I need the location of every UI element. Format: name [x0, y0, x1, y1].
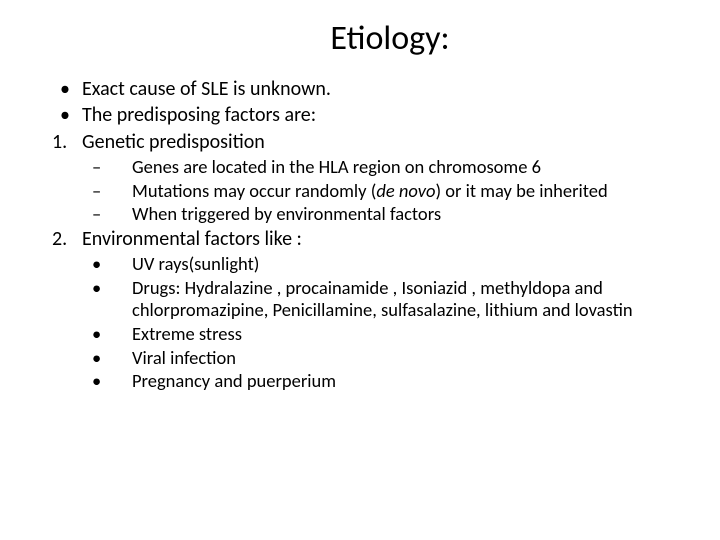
numbered-item: 1. Genetic predisposition: [30, 130, 690, 154]
text-frag: Mutations may occur randomly (: [132, 179, 376, 202]
bullet-text: Exact cause of SLE is unknown.: [82, 77, 331, 101]
sub-bullet-text: Mutations may occur randomly (de novo) o…: [132, 179, 608, 202]
sub-bullet-text: UV rays(sunlight): [132, 252, 259, 275]
dash-icon: –: [92, 156, 101, 179]
sub-bullet-item: • Extreme stress: [30, 323, 690, 346]
sub-bullet-item: • Pregnancy and puerperium: [30, 370, 690, 393]
sub-bullet-text: Genes are located in the HLA region on c…: [132, 155, 541, 178]
bullet-dot-icon: •: [60, 77, 70, 101]
bullet-item: • Exact cause of SLE is unknown.: [30, 77, 690, 101]
bullet-dot-icon: •: [92, 323, 101, 346]
sub-bullet-item: – Mutations may occur randomly (de novo)…: [30, 180, 690, 203]
sub-bullet-item: • Viral infection: [30, 347, 690, 370]
sub-bullet-text: Drugs: Hydralazine , procainamide , Ison…: [132, 276, 633, 322]
number-marker: 1.: [52, 130, 67, 154]
sub-bullet-item: – Genes are located in the HLA region on…: [30, 156, 690, 179]
sub-bullet-text: Viral infection: [132, 346, 236, 369]
sub-bullet-text: When triggered by environmental factors: [132, 202, 441, 225]
sub-bullet-item: • UV rays(sunlight): [30, 253, 690, 276]
text-frag: Hydralazine , procainamide , Isoniazid ,…: [132, 276, 633, 322]
numbered-item: 2. Environmental factors like :: [30, 227, 690, 251]
sub-bullet-item: • Drugs: Hydralazine , procainamide , Is…: [30, 277, 690, 322]
slide-content: • Exact cause of SLE is unknown. • The p…: [30, 77, 690, 393]
bullet-dot-icon: •: [92, 277, 101, 300]
bullet-dot-icon: •: [60, 103, 70, 127]
page-title: Etiology:: [90, 18, 690, 59]
sub-bullet-text: Extreme stress: [132, 322, 242, 345]
bullet-dot-icon: •: [92, 347, 101, 370]
numbered-text: Environmental factors like :: [82, 227, 302, 251]
italic-text: de novo: [376, 179, 435, 202]
bullet-dot-icon: •: [92, 370, 101, 393]
number-marker: 2.: [52, 227, 67, 251]
bullet-text: The predisposing factors are:: [82, 103, 316, 127]
text-frag: ) or it may be inherited: [435, 179, 607, 202]
numbered-text: Genetic predisposition: [82, 130, 265, 154]
sub-bullet-item: – When triggered by environmental factor…: [30, 203, 690, 226]
bullet-item: • The predisposing factors are:: [30, 103, 690, 127]
dash-icon: –: [92, 203, 101, 226]
dash-icon: –: [92, 180, 101, 203]
bullet-dot-icon: •: [92, 253, 101, 276]
label-text: Drugs:: [132, 276, 185, 299]
sub-bullet-text: Pregnancy and puerperium: [132, 369, 336, 392]
